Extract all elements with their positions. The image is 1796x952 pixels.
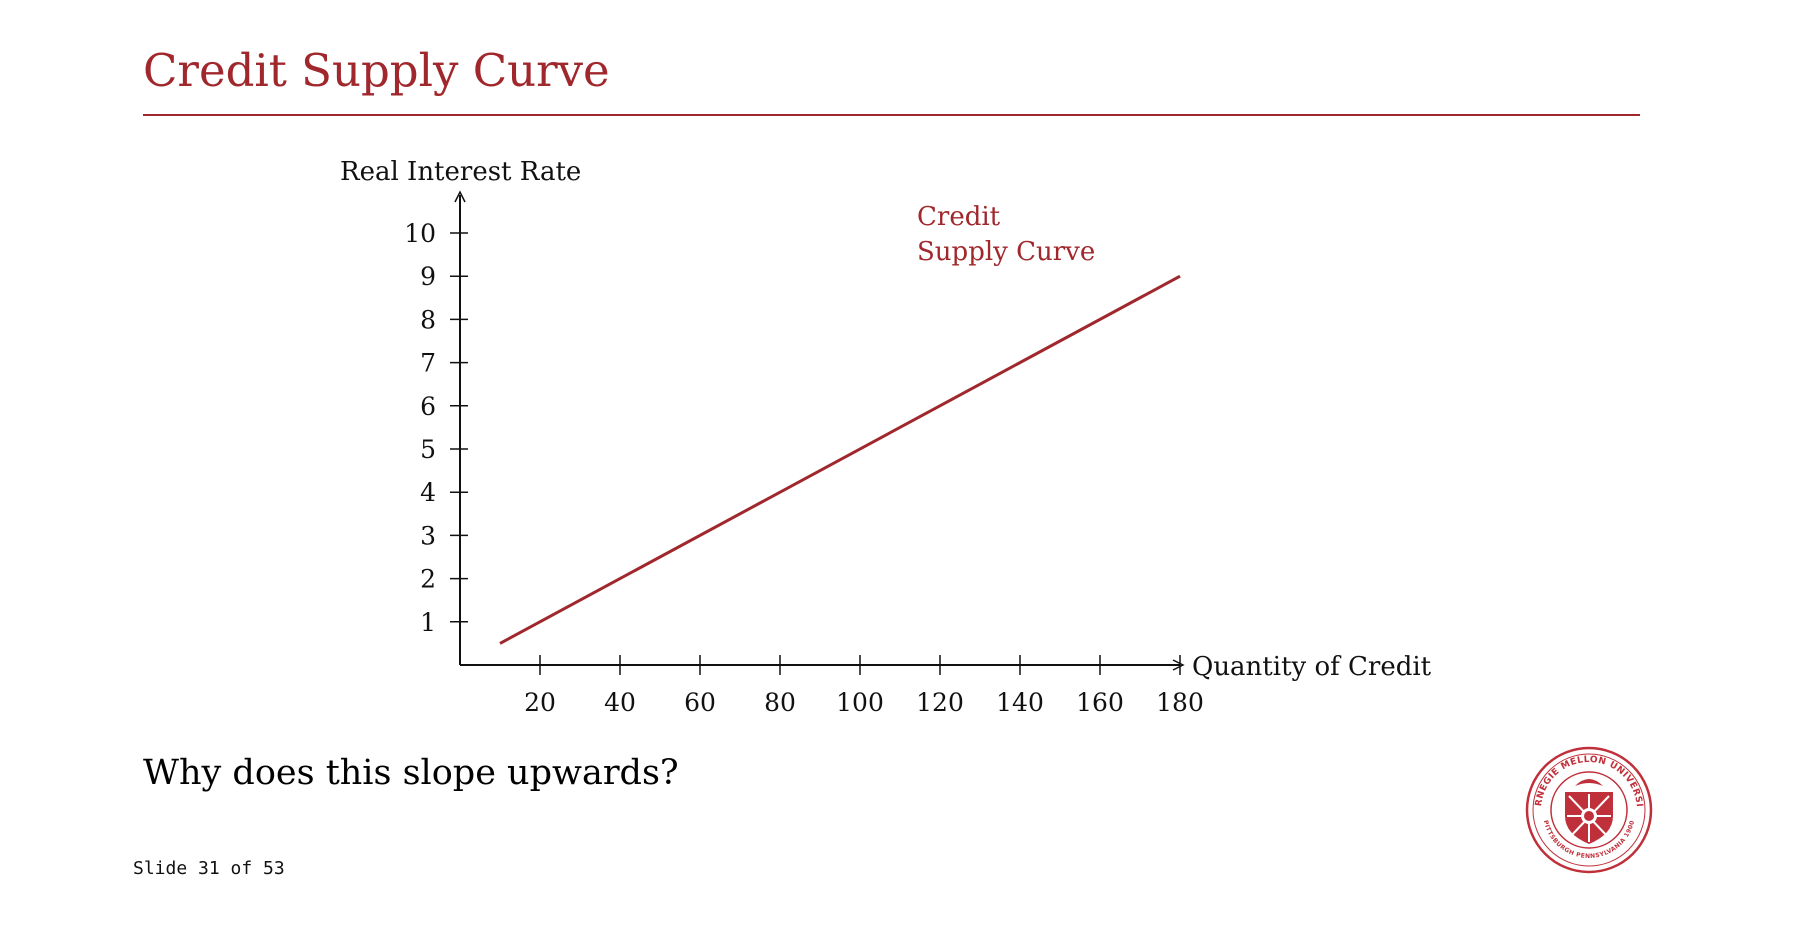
x-tick-label: 60	[684, 688, 716, 717]
title-divider	[143, 114, 1640, 116]
credit-supply-curve-label-line: Credit	[917, 202, 1001, 232]
y-tick-label: 2	[420, 565, 436, 594]
y-tick-label: 8	[420, 305, 436, 334]
slide-title: Credit Supply Curve	[143, 44, 610, 97]
x-axis-arrow	[1172, 659, 1185, 671]
x-tick-label: 180	[1156, 688, 1204, 717]
credit-supply-curve-label: Credit Supply Curve	[917, 202, 1095, 267]
x-tick-label: 100	[836, 688, 884, 717]
x-tick-label: 20	[524, 688, 556, 717]
y-axis-label: Real Interest Rate	[340, 157, 581, 187]
x-tick-label: 140	[996, 688, 1044, 717]
credit-supply-curve-label-line: Supply Curve	[917, 237, 1095, 267]
y-tick-label: 4	[420, 478, 436, 507]
y-tick-label: 6	[420, 392, 436, 421]
credit-supply-curve-line	[499, 274, 1181, 645]
x-tick-label: 160	[1076, 688, 1124, 717]
x-tick-label: 120	[916, 688, 964, 717]
slide-counter: Slide 31 of 53	[133, 858, 285, 879]
y-axis-arrow	[454, 190, 466, 203]
x-tick-label: 40	[604, 688, 636, 717]
y-tick-label: 1	[420, 608, 436, 637]
y-tick-label: 5	[420, 435, 436, 464]
y-tick-label: 10	[404, 219, 436, 248]
university-seal-icon: CARNEGIE MELLON UNIVERSITY PITTSBURGH PE…	[1525, 746, 1653, 874]
y-tick-label: 3	[420, 521, 436, 550]
discussion-question: Why does this slope upwards?	[143, 753, 679, 793]
x-axis-label: Quantity of Credit	[1192, 652, 1432, 682]
y-tick-label: 9	[420, 262, 436, 291]
x-tick-label: 80	[764, 688, 796, 717]
y-tick-label: 7	[420, 349, 436, 378]
